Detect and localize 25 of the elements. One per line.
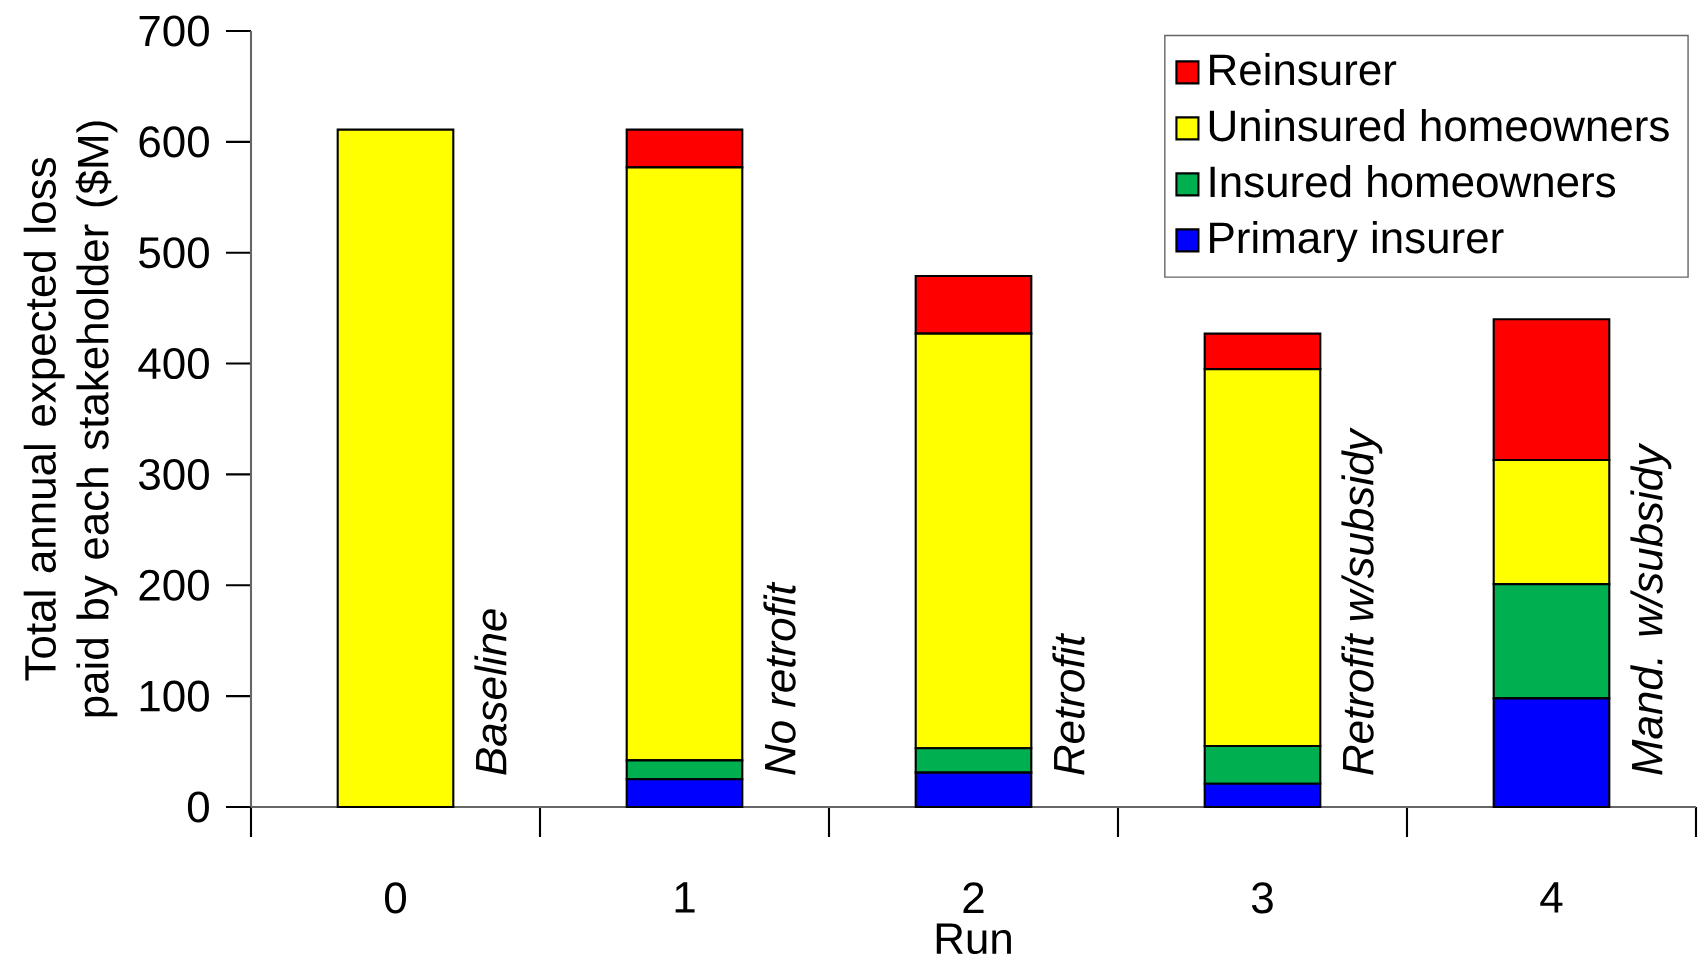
x-tick-label: 3 [1251, 882, 1273, 914]
annotation: Retrofit w/subsidy [1341, 427, 1383, 775]
legend-label: Reinsurer [1210, 53, 1397, 86]
legend-label: Uninsured homeowners [1209, 109, 1669, 142]
x-tick-label: 4 [1540, 882, 1563, 913]
annotation: Baseline [474, 609, 507, 775]
y-tick-label: 100 [140, 680, 209, 712]
y-tick-label: 400 [138, 348, 209, 380]
x-axis-title: Run [936, 923, 1011, 954]
y-tick-label: 500 [139, 237, 209, 269]
y-tick-label: 700 [139, 15, 209, 47]
x-tick-label: 1 [675, 882, 695, 913]
legend-label: Insured homeowners [1210, 165, 1616, 198]
annotation: No retrofit [763, 581, 796, 775]
x-tick-label: 2 [963, 882, 984, 914]
annotation: Retrofit [1052, 633, 1085, 775]
y-tick-label: 600 [139, 126, 209, 158]
bar [336, 128, 455, 809]
y-axis-title: Total annual expected loss paid by each stakeholder ($M) [23, 121, 118, 717]
x-tick-label: 0 [385, 882, 406, 914]
y-tick-label: 300 [139, 458, 209, 490]
y-tick-label: 200 [139, 569, 209, 601]
legend-label: Primary insurer [1210, 221, 1504, 263]
y-tick-label: 0 [187, 791, 209, 823]
annotation: Mand. w/subsidy [1630, 442, 1672, 775]
